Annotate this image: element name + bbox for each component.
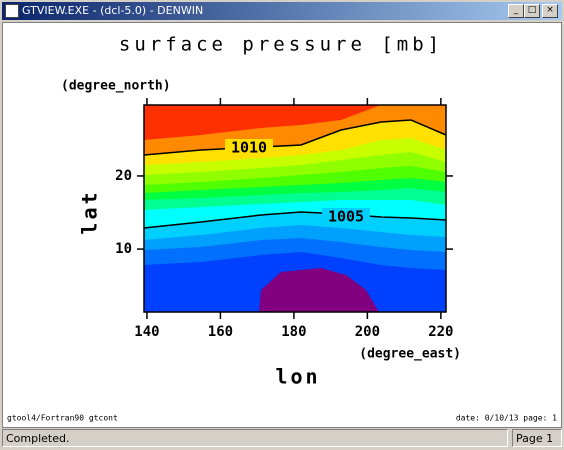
contour-line (143, 211, 447, 229)
window-title: GTVIEW.EXE - (dcl-5.0) - DENWIN (22, 4, 204, 17)
x-tick-label: 220 (428, 324, 453, 340)
contour-label: 1010 (231, 139, 267, 157)
close-button[interactable]: × (542, 4, 558, 18)
y-tick-label: 10 (115, 241, 132, 257)
contour-label: 1005 (328, 208, 364, 226)
y-tick-label: 20 (115, 168, 132, 184)
status-page: Page 1 (512, 429, 562, 447)
maximize-button[interactable]: □ (524, 4, 540, 18)
x-label: lon (275, 365, 320, 389)
contour-label-bg (225, 139, 273, 157)
status-message: Completed. (2, 429, 508, 447)
plot: 1010 1005 surface pressure [mb] (degree_n… (7, 34, 557, 423)
y-label: lat (78, 189, 102, 234)
title-bar: GTVIEW.EXE - (dcl-5.0) - DENWIN _ □ × (2, 2, 562, 20)
x-tick-label: 180 (281, 324, 306, 340)
canvas-area: 1010 1005 surface pressure [mb] (degree_n… (2, 22, 562, 428)
contour-label-bg (322, 208, 370, 226)
contour-line (143, 119, 447, 156)
contour-band (259, 268, 379, 312)
minimize-button[interactable]: _ (508, 4, 524, 18)
footer-left: gtool4/Fortran90 gtcont (7, 414, 118, 423)
x-unit: (degree_east) (359, 347, 461, 362)
plot-frame (143, 104, 447, 313)
y-unit: (degree_north) (61, 79, 171, 94)
x-tick-label: 200 (355, 324, 380, 340)
contour-fills (144, 105, 446, 312)
app-icon (5, 4, 19, 18)
x-tick-label: 160 (208, 324, 233, 340)
footer-right: date: 0/10/13 page: 1 (456, 414, 557, 423)
x-tick-label: 140 (134, 324, 159, 340)
chart-title: surface pressure [mb] (119, 34, 443, 56)
